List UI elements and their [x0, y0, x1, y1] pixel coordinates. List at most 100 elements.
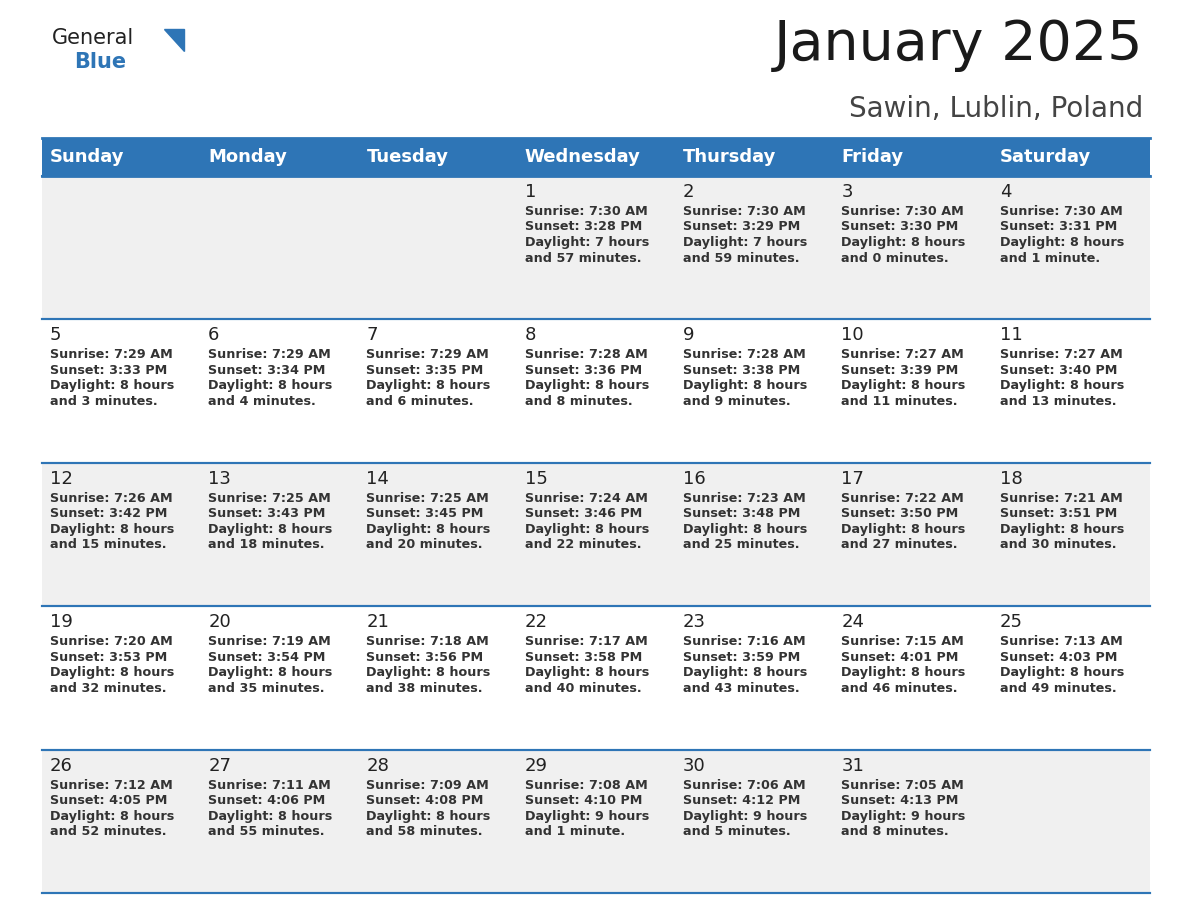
Text: 11: 11: [999, 327, 1023, 344]
Text: Sunset: 3:48 PM: Sunset: 3:48 PM: [683, 508, 801, 521]
Text: and 13 minutes.: and 13 minutes.: [999, 395, 1117, 408]
Text: Blue: Blue: [74, 52, 126, 72]
Text: 21: 21: [366, 613, 390, 632]
Text: and 5 minutes.: and 5 minutes.: [683, 825, 791, 838]
Text: Sunrise: 7:13 AM: Sunrise: 7:13 AM: [999, 635, 1123, 648]
Bar: [992, 138, 1150, 176]
Text: Sunrise: 7:25 AM: Sunrise: 7:25 AM: [208, 492, 331, 505]
Text: Sunset: 3:39 PM: Sunset: 3:39 PM: [841, 364, 959, 377]
Text: Sunset: 3:42 PM: Sunset: 3:42 PM: [50, 508, 168, 521]
Text: 25: 25: [999, 613, 1023, 632]
Text: Daylight: 8 hours: Daylight: 8 hours: [525, 666, 649, 679]
Text: 24: 24: [841, 613, 865, 632]
Text: Sunrise: 7:11 AM: Sunrise: 7:11 AM: [208, 778, 331, 791]
Bar: [675, 138, 834, 176]
Text: and 49 minutes.: and 49 minutes.: [999, 682, 1117, 695]
Text: Sunset: 4:03 PM: Sunset: 4:03 PM: [999, 651, 1117, 664]
Text: Thursday: Thursday: [683, 148, 777, 166]
Bar: [201, 138, 359, 176]
Text: Sunrise: 7:22 AM: Sunrise: 7:22 AM: [841, 492, 965, 505]
Text: 5: 5: [50, 327, 62, 344]
Bar: [834, 138, 992, 176]
Text: and 1 minute.: and 1 minute.: [525, 825, 625, 838]
Text: 30: 30: [683, 756, 706, 775]
Text: 1: 1: [525, 183, 536, 201]
Text: Sunrise: 7:28 AM: Sunrise: 7:28 AM: [683, 349, 805, 362]
Text: Daylight: 8 hours: Daylight: 8 hours: [841, 666, 966, 679]
Text: and 32 minutes.: and 32 minutes.: [50, 682, 166, 695]
Text: Sunset: 3:40 PM: Sunset: 3:40 PM: [999, 364, 1117, 377]
Text: Sunset: 3:51 PM: Sunset: 3:51 PM: [999, 508, 1117, 521]
Text: Sunset: 3:56 PM: Sunset: 3:56 PM: [366, 651, 484, 664]
Text: and 25 minutes.: and 25 minutes.: [683, 538, 800, 552]
Text: Sunrise: 7:12 AM: Sunrise: 7:12 AM: [50, 778, 172, 791]
Text: Daylight: 8 hours: Daylight: 8 hours: [841, 379, 966, 392]
Text: Sunset: 3:45 PM: Sunset: 3:45 PM: [366, 508, 484, 521]
Text: Wednesday: Wednesday: [525, 148, 640, 166]
Text: Sunset: 3:34 PM: Sunset: 3:34 PM: [208, 364, 326, 377]
Text: Daylight: 7 hours: Daylight: 7 hours: [525, 236, 649, 249]
Bar: [42, 606, 1150, 750]
Text: Sunset: 4:08 PM: Sunset: 4:08 PM: [366, 794, 484, 807]
Text: Sunset: 3:36 PM: Sunset: 3:36 PM: [525, 364, 642, 377]
Text: 12: 12: [50, 470, 72, 487]
Text: 26: 26: [50, 756, 72, 775]
Text: Sunset: 4:12 PM: Sunset: 4:12 PM: [683, 794, 801, 807]
Text: and 57 minutes.: and 57 minutes.: [525, 252, 642, 264]
Text: Daylight: 8 hours: Daylight: 8 hours: [208, 522, 333, 536]
Bar: [359, 138, 517, 176]
Text: Sunset: 3:46 PM: Sunset: 3:46 PM: [525, 508, 642, 521]
Text: Sunrise: 7:18 AM: Sunrise: 7:18 AM: [366, 635, 489, 648]
Bar: [42, 463, 1150, 606]
Text: and 46 minutes.: and 46 minutes.: [841, 682, 958, 695]
Text: Daylight: 8 hours: Daylight: 8 hours: [366, 666, 491, 679]
Text: Daylight: 8 hours: Daylight: 8 hours: [999, 379, 1124, 392]
Text: Daylight: 9 hours: Daylight: 9 hours: [525, 810, 649, 823]
Text: Sunrise: 7:15 AM: Sunrise: 7:15 AM: [841, 635, 965, 648]
Text: and 58 minutes.: and 58 minutes.: [366, 825, 484, 838]
Text: and 15 minutes.: and 15 minutes.: [50, 538, 166, 552]
Text: 7: 7: [366, 327, 378, 344]
Text: Daylight: 8 hours: Daylight: 8 hours: [50, 666, 175, 679]
Text: Sunrise: 7:23 AM: Sunrise: 7:23 AM: [683, 492, 805, 505]
Text: Daylight: 8 hours: Daylight: 8 hours: [366, 810, 491, 823]
Text: and 59 minutes.: and 59 minutes.: [683, 252, 800, 264]
Text: Sunrise: 7:09 AM: Sunrise: 7:09 AM: [366, 778, 489, 791]
Text: 16: 16: [683, 470, 706, 487]
Text: 27: 27: [208, 756, 232, 775]
Text: and 30 minutes.: and 30 minutes.: [999, 538, 1117, 552]
Text: Sunrise: 7:30 AM: Sunrise: 7:30 AM: [683, 205, 805, 218]
Text: Daylight: 9 hours: Daylight: 9 hours: [683, 810, 808, 823]
Text: 13: 13: [208, 470, 232, 487]
Text: Sunset: 3:30 PM: Sunset: 3:30 PM: [841, 220, 959, 233]
Text: 15: 15: [525, 470, 548, 487]
Text: and 1 minute.: and 1 minute.: [999, 252, 1100, 264]
Text: Sunset: 3:43 PM: Sunset: 3:43 PM: [208, 508, 326, 521]
Text: Sunrise: 7:08 AM: Sunrise: 7:08 AM: [525, 778, 647, 791]
Text: Daylight: 8 hours: Daylight: 8 hours: [50, 810, 175, 823]
Text: Daylight: 8 hours: Daylight: 8 hours: [999, 236, 1124, 249]
Text: Tuesday: Tuesday: [366, 148, 449, 166]
Text: Sunset: 3:28 PM: Sunset: 3:28 PM: [525, 220, 642, 233]
Text: Sunset: 3:54 PM: Sunset: 3:54 PM: [208, 651, 326, 664]
Text: 9: 9: [683, 327, 695, 344]
Bar: [42, 319, 1150, 463]
Text: Sunrise: 7:29 AM: Sunrise: 7:29 AM: [208, 349, 331, 362]
Text: 31: 31: [841, 756, 864, 775]
Text: Daylight: 8 hours: Daylight: 8 hours: [525, 522, 649, 536]
Text: Friday: Friday: [841, 148, 903, 166]
Text: General: General: [52, 28, 134, 48]
Text: Monday: Monday: [208, 148, 287, 166]
Text: 23: 23: [683, 613, 706, 632]
Text: Sunset: 4:10 PM: Sunset: 4:10 PM: [525, 794, 643, 807]
Text: Sunday: Sunday: [50, 148, 125, 166]
Text: and 3 minutes.: and 3 minutes.: [50, 395, 158, 408]
Bar: [42, 138, 201, 176]
Text: and 18 minutes.: and 18 minutes.: [208, 538, 324, 552]
Text: Sunrise: 7:28 AM: Sunrise: 7:28 AM: [525, 349, 647, 362]
Text: and 43 minutes.: and 43 minutes.: [683, 682, 800, 695]
Text: Daylight: 8 hours: Daylight: 8 hours: [999, 522, 1124, 536]
Bar: [517, 138, 675, 176]
Text: Sunrise: 7:29 AM: Sunrise: 7:29 AM: [50, 349, 172, 362]
Text: 20: 20: [208, 613, 230, 632]
